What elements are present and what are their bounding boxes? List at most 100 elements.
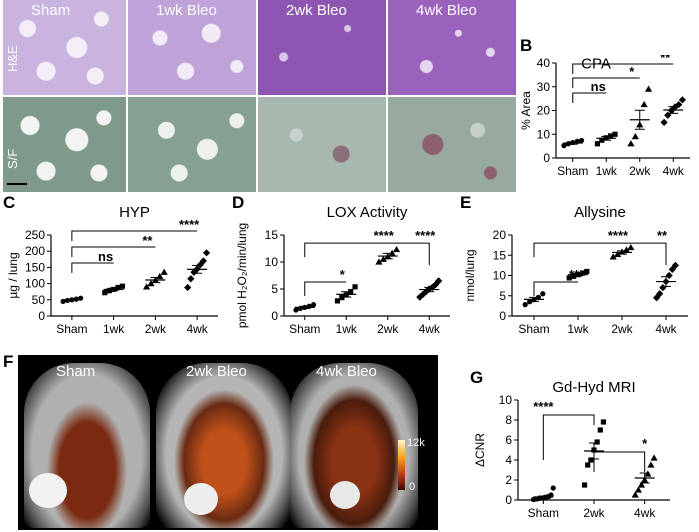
y-tick-label: 10 <box>499 393 513 407</box>
y-tick-label: 0 <box>38 309 45 323</box>
data-point <box>392 245 401 253</box>
data-point <box>585 462 591 468</box>
data-point <box>640 100 648 108</box>
data-point <box>550 485 556 491</box>
data-point <box>548 492 554 498</box>
data-point <box>631 133 639 140</box>
data-point <box>160 268 168 275</box>
x-tick-label: 2wk <box>629 164 651 175</box>
col-label-sham: Sham <box>31 2 71 19</box>
data-point <box>650 454 658 461</box>
significance-label: ** <box>569 267 580 282</box>
significance-bracket <box>593 451 646 472</box>
mri-4wk-bright-spot <box>330 481 360 509</box>
mri-colorbar <box>398 440 405 490</box>
data-point <box>627 243 635 251</box>
he-sham-tile: Sham H&E <box>3 0 126 95</box>
sf-1wk-tile <box>128 97 256 192</box>
x-tick-label: Sham <box>289 322 320 336</box>
data-point <box>202 249 211 257</box>
data-point <box>187 275 195 283</box>
mri-sham-bright-spot <box>29 473 67 508</box>
data-point <box>293 307 299 313</box>
data-point <box>540 291 546 297</box>
y-tick-label: 50 <box>32 293 46 307</box>
colorbar-min-label: 0 <box>409 481 416 493</box>
data-point <box>644 85 653 92</box>
x-tick-label: 1wk <box>103 322 125 336</box>
significance-label: * <box>642 436 648 451</box>
panel-label-g: G <box>470 368 484 387</box>
data-point <box>334 298 341 304</box>
x-tick-label: 1wk <box>567 322 589 336</box>
significance-bracket <box>304 242 388 258</box>
data-point <box>671 261 680 269</box>
data-point <box>634 486 642 493</box>
chart-title: HYP <box>119 204 150 221</box>
significance-label: ** <box>660 55 671 65</box>
he-4wk-tile: 4wk Bleo <box>388 0 516 95</box>
y-tick-label: 4 <box>505 453 512 467</box>
significance-label: * <box>340 267 346 282</box>
data-point <box>609 253 617 260</box>
significance-label: ** <box>657 228 668 243</box>
significance-bracket <box>71 262 114 273</box>
y-tick-label: 10 <box>537 127 551 141</box>
chart-title: LOX Activity <box>327 204 408 221</box>
data-point <box>184 283 192 292</box>
y-tick-label: 8 <box>505 413 512 427</box>
y-tick-label: 40 <box>537 56 551 70</box>
data-point <box>142 283 151 290</box>
mri-2wk-image <box>156 363 292 528</box>
significance-bracket <box>304 281 347 296</box>
y-tick-label: 100 <box>25 277 45 291</box>
data-point <box>594 141 601 147</box>
chart-c-hyp: HYP 0 50 100 150 200 250 µg / lung Sham 1wk 2wk 4wk… <box>6 204 218 336</box>
data-point <box>627 140 635 147</box>
data-point <box>600 419 607 425</box>
y-tick-label: 10 <box>493 269 507 283</box>
data-point <box>584 268 590 275</box>
panel-label-f: F <box>3 352 14 371</box>
he-1wk-tile: 1wk Bleo <box>128 0 256 95</box>
data-point <box>375 258 383 265</box>
y-tick-label: 200 <box>25 244 45 258</box>
significance-bracket <box>572 77 640 88</box>
y-tick-label: 0 <box>271 309 278 323</box>
x-tick-label: 4wk <box>186 322 208 336</box>
y-tick-label: 150 <box>25 260 45 274</box>
significance-bracket <box>542 414 595 460</box>
chart-title: Gd-Hyd MRI <box>552 379 635 396</box>
data-point <box>637 481 646 488</box>
y-tick-label: 10 <box>265 255 279 269</box>
mri-sham-image <box>24 363 150 528</box>
y-tick-label: 0 <box>505 493 512 507</box>
he-2wk-tile: 2wk Bleo <box>258 0 386 95</box>
data-point <box>594 439 600 445</box>
significance-bracket <box>533 281 578 296</box>
y-axis-label: nmol/lung <box>463 249 477 301</box>
y-tick-label: 5 <box>499 289 506 303</box>
y-axis-label: pmol H₂O₂/min/lung <box>235 223 249 328</box>
mri-4wk-image <box>290 363 418 528</box>
y-tick-label: 15 <box>493 248 507 262</box>
significance-label: ns <box>98 249 113 264</box>
x-tick-label: Sham <box>528 506 559 520</box>
y-axis-label: µg / lung <box>6 252 20 298</box>
x-tick-label: 4wk <box>663 164 685 175</box>
significance-label: ns <box>591 79 606 94</box>
chart-title: Allysine <box>574 204 626 221</box>
significance-bracket <box>387 242 430 266</box>
chart-d-lox-activity: LOX Activity 0 5 10 15 pmol H₂O₂/min/lung Sham… <box>235 204 450 336</box>
x-tick-label: Sham <box>518 322 549 336</box>
data-point <box>102 290 108 296</box>
data-point <box>612 131 618 137</box>
data-point <box>522 302 528 308</box>
y-tick-label: 30 <box>537 80 551 94</box>
y-tick-label: 6 <box>505 433 512 447</box>
significance-label: * <box>629 64 635 79</box>
col-label-4wk: 4wk Bleo <box>416 2 477 19</box>
x-tick-label: 1wk <box>596 164 618 175</box>
